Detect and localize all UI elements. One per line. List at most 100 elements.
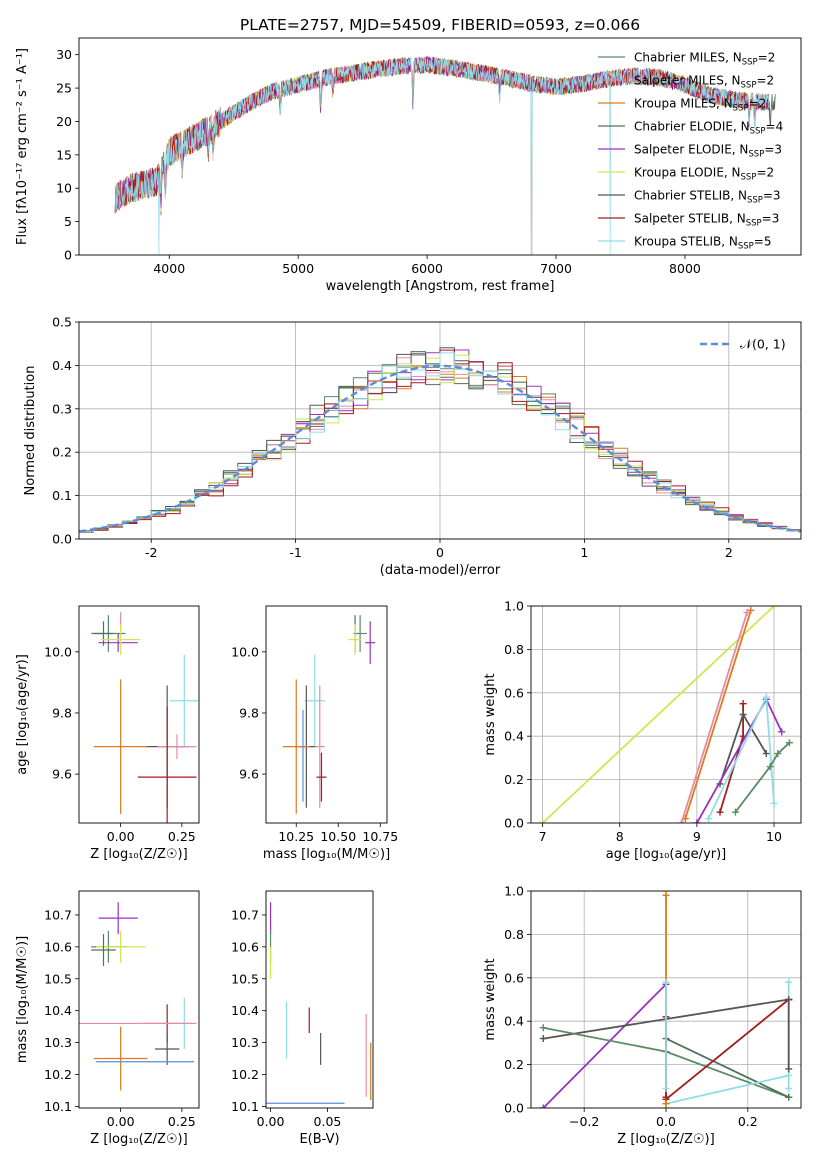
x-axis-label: mass [log₁₀(M/M☉)] <box>263 847 390 862</box>
plot-area <box>266 902 372 1104</box>
x-tick-label: -2 <box>145 545 157 560</box>
weight-marker <box>704 815 712 823</box>
errorbar-point <box>93 679 148 814</box>
y-tick-label: 0.6 <box>504 970 524 985</box>
x-tick-label: 5000 <box>282 261 314 276</box>
y-tick-label: 0.2 <box>504 1057 524 1072</box>
chart-spectrum: 4000 5000 6000 7000 8000 0 5 10 15 20 25 30 waveleng… <box>15 37 802 294</box>
weight-marker <box>774 750 782 758</box>
x-axis-label: wavelength [Angstrom, rest frame] <box>326 279 555 294</box>
chart-weight-vs-z: −0.2 0.0 0.2 0.0 0.2 0.4 0.6 0.8 1.0 Z [log₁₀(Z/Z… <box>483 884 802 1147</box>
weight-marker <box>716 808 724 816</box>
errorbar-point <box>304 654 325 747</box>
y-tick-label: 10.4 <box>231 1003 259 1018</box>
axes-frame <box>530 890 802 1109</box>
x-tick-label: 0.00 <box>257 1114 285 1129</box>
axes-frame <box>265 890 374 1109</box>
y-tick-label: 0.4 <box>52 358 72 373</box>
plot-area <box>79 322 801 539</box>
legend-entry: Chabrier STELIB, NSSP=3 <box>634 189 781 206</box>
plot-area <box>114 56 776 255</box>
y-tick-label: 0.8 <box>504 927 524 942</box>
errorbar-point <box>91 934 116 966</box>
legend-entry: Chabrier MILES, NSSP=2 <box>634 51 775 68</box>
x-tick-label: 7000 <box>540 261 572 276</box>
weight-marker <box>762 750 770 758</box>
x-axis-label: Z [log₁₀(Z/Z☉)] <box>617 1132 714 1147</box>
y-tick-label: 0.4 <box>504 1014 524 1029</box>
weight-marker <box>739 711 747 718</box>
weight-marker <box>539 1104 547 1108</box>
y-tick-label: 10 <box>56 181 72 196</box>
y-tick-label: 10.5 <box>231 971 259 986</box>
chart-mass-vs-ebv: 0.00 0.05 10.1 10.2 10.3 10.4 10.5 10.6 10.7 E(B-… <box>231 890 374 1147</box>
histogram-8 <box>79 352 801 533</box>
y-axis-label: mass weight <box>483 673 498 755</box>
legend-entry: Kroupa STELIB, NSSP=5 <box>634 235 772 252</box>
y-tick-label: 9.6 <box>52 767 72 782</box>
plot-area <box>79 902 197 1091</box>
weight-series-5 <box>696 697 783 823</box>
weight-series-0 <box>542 983 667 1108</box>
y-tick-label: 0.1 <box>52 488 72 503</box>
x-tick-label: 4000 <box>153 261 185 276</box>
weight-marker <box>778 728 786 736</box>
weight-marker <box>770 606 778 610</box>
x-axis-label: Z [log₁₀(Z/Z☉)] <box>90 847 187 862</box>
weight-marker <box>731 808 739 816</box>
plot-area <box>282 615 376 814</box>
plot-area <box>91 612 199 823</box>
errorbar-point <box>365 621 376 665</box>
y-tick-label: 10.2 <box>44 1067 72 1082</box>
x-tick-label: 0.0 <box>656 1114 676 1129</box>
x-axis-label: age [log₁₀(age/yr)] <box>606 847 727 862</box>
weight-series-2 <box>680 612 748 823</box>
x-tick-label: 1 <box>580 545 588 560</box>
spectrum-line-8 <box>114 56 769 255</box>
legend-entry: Kroupa MILES, NSSP=2 <box>634 97 766 114</box>
weight-marker <box>539 1035 547 1043</box>
spectrum-legend: Chabrier MILES, NSSP=2 Salpeter MILES, NS… <box>598 51 783 252</box>
y-tick-label: 10.4 <box>44 1003 72 1018</box>
x-tick-label: 0.00 <box>107 1114 135 1129</box>
y-tick-label: 0.4 <box>504 729 524 744</box>
y-tick-label: 30 <box>56 47 72 62</box>
weight-marker <box>747 606 755 614</box>
y-tick-label: 10.0 <box>44 644 72 659</box>
y-tick-label: 10.0 <box>231 644 259 659</box>
x-tick-label: -1 <box>289 545 301 560</box>
errorbar-point <box>93 621 114 646</box>
weight-marker <box>739 700 747 708</box>
x-tick-label: 6000 <box>411 261 443 276</box>
weight-series-3 <box>719 703 744 813</box>
weight-marker <box>766 763 774 771</box>
y-axis-label: Flux [fλ10⁻¹⁷ erg cm⁻² s⁻¹ A⁻¹] <box>15 48 30 245</box>
errorbar-point <box>98 902 138 935</box>
x-tick-label: 7 <box>539 829 547 844</box>
axes-frame <box>265 605 388 824</box>
errorbar-point <box>282 679 310 814</box>
x-tick-label: −0.2 <box>569 1114 599 1129</box>
x-tick-label: 9 <box>693 829 701 844</box>
weight-series-7 <box>734 742 791 813</box>
y-tick-label: 10.3 <box>231 1035 259 1050</box>
y-tick-label: 10.3 <box>44 1035 72 1050</box>
y-axis-label: mass [log₁₀(M/M☉)] <box>15 936 30 1063</box>
weight-marker <box>662 1093 670 1101</box>
y-tick-label: 10.7 <box>44 907 72 922</box>
y-tick-label: 0.2 <box>52 445 72 460</box>
legend-entry: 𝒩(0, 1) <box>740 337 786 352</box>
y-tick-label: 10.1 <box>231 1099 259 1114</box>
x-tick-label: 10 <box>766 829 782 844</box>
y-tick-label: 25 <box>56 81 72 96</box>
y-tick-label: 10.2 <box>231 1067 259 1082</box>
weight-series-1 <box>684 610 752 819</box>
errorbar-point <box>98 633 138 652</box>
weight-series-3 <box>665 1037 790 1099</box>
errorbar-point <box>316 752 327 802</box>
axes-frame <box>78 890 200 1109</box>
errorbar-point <box>314 685 325 808</box>
weight-marker <box>539 1024 547 1032</box>
y-tick-label: 0.2 <box>504 772 524 787</box>
